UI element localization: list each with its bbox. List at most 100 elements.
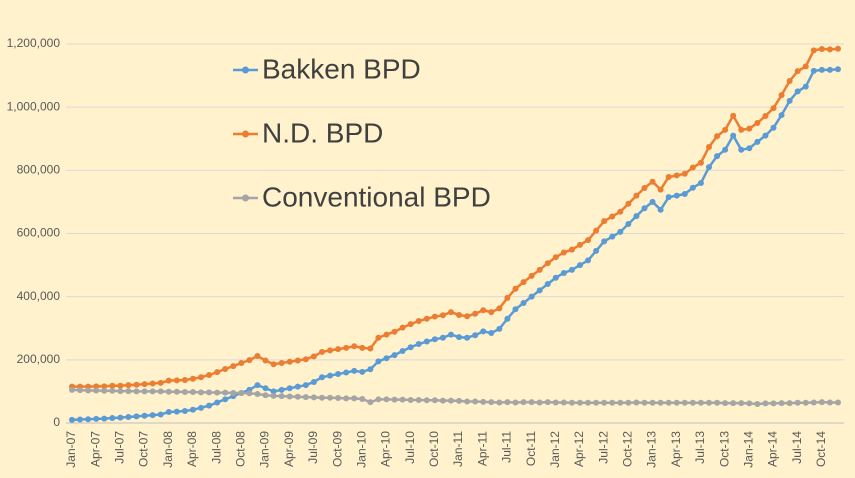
data-point (738, 400, 745, 407)
data-point (681, 399, 688, 406)
x-tick-label: Jan-14 (741, 431, 755, 468)
data-point (649, 399, 656, 406)
data-point (391, 328, 398, 335)
data-point (835, 399, 841, 406)
data-point (181, 389, 188, 396)
data-point (464, 334, 471, 341)
data-point (149, 380, 156, 387)
data-point (512, 306, 519, 313)
data-point (714, 133, 721, 140)
data-point (310, 353, 317, 360)
data-point (327, 372, 334, 379)
x-tick-label: Oct-09 (330, 431, 344, 467)
data-point (746, 400, 753, 407)
data-point (641, 205, 648, 212)
data-point (359, 395, 366, 402)
data-point (504, 399, 511, 406)
data-point (810, 47, 817, 54)
legend-text: N.D. BPD (262, 117, 383, 148)
data-point (585, 257, 592, 264)
data-point (480, 398, 487, 405)
data-point (633, 192, 640, 199)
data-point (415, 317, 422, 324)
data-point (528, 272, 535, 279)
data-point (423, 315, 430, 322)
data-point (93, 387, 100, 394)
data-point (649, 198, 656, 205)
data-point (367, 366, 374, 373)
data-point (399, 396, 406, 403)
data-point (141, 388, 148, 395)
data-point (601, 218, 608, 225)
data-point (69, 416, 75, 423)
data-point (278, 386, 285, 393)
data-point (254, 353, 261, 360)
data-point (778, 400, 785, 407)
data-point (633, 213, 640, 220)
data-point (77, 416, 84, 423)
data-point (770, 400, 777, 407)
data-point (697, 159, 704, 166)
data-point (214, 389, 221, 396)
data-point (625, 200, 632, 207)
data-point (383, 355, 390, 362)
data-point (576, 262, 583, 269)
data-point (189, 389, 196, 396)
data-point (746, 145, 753, 152)
data-point (641, 185, 648, 192)
data-point (617, 399, 624, 406)
data-point (786, 400, 793, 407)
x-tick-label: Oct-07 (137, 431, 151, 467)
data-point (318, 348, 325, 355)
data-point (109, 387, 116, 394)
data-point (254, 390, 261, 397)
data-point (149, 388, 156, 395)
data-point (480, 307, 487, 314)
data-point (407, 321, 414, 328)
data-point (391, 352, 398, 359)
x-tick-label: Apr-08 (185, 431, 199, 467)
x-tick-label: Jul-08 (209, 431, 223, 464)
x-tick-label: Apr-09 (282, 431, 296, 467)
data-point (439, 397, 446, 404)
data-point (778, 112, 785, 119)
data-point (802, 83, 809, 90)
data-point (439, 312, 446, 319)
x-tick-label: Apr-10 (379, 431, 393, 467)
data-point (399, 347, 406, 354)
data-point (149, 412, 156, 419)
data-point (633, 399, 640, 406)
data-point (351, 395, 358, 402)
data-point (254, 382, 261, 389)
x-tick-label: Apr-07 (88, 431, 102, 467)
data-point (431, 336, 438, 343)
data-point (593, 227, 600, 234)
data-point (601, 399, 608, 406)
legend-text: Bakken BPD (262, 53, 421, 84)
data-point (697, 179, 704, 186)
data-point (472, 310, 479, 317)
data-point (222, 389, 229, 396)
data-point (705, 164, 712, 171)
data-point (101, 387, 108, 394)
legend-text: Conventional BPD (262, 181, 491, 212)
data-point (343, 344, 350, 351)
data-point (222, 365, 229, 372)
data-point (117, 414, 124, 421)
data-point (705, 143, 712, 150)
data-point (657, 399, 664, 406)
data-point (560, 269, 567, 276)
data-point (544, 399, 551, 406)
x-tick-label: Jul-10 (403, 431, 417, 464)
data-point (206, 371, 213, 378)
data-point (431, 397, 438, 404)
data-point (318, 394, 325, 401)
data-point (520, 299, 527, 306)
data-point (286, 385, 293, 392)
data-point (722, 400, 729, 407)
data-point (552, 274, 559, 281)
data-point (399, 324, 406, 331)
data-point (730, 132, 737, 139)
data-point (609, 233, 616, 240)
data-point (552, 399, 559, 406)
